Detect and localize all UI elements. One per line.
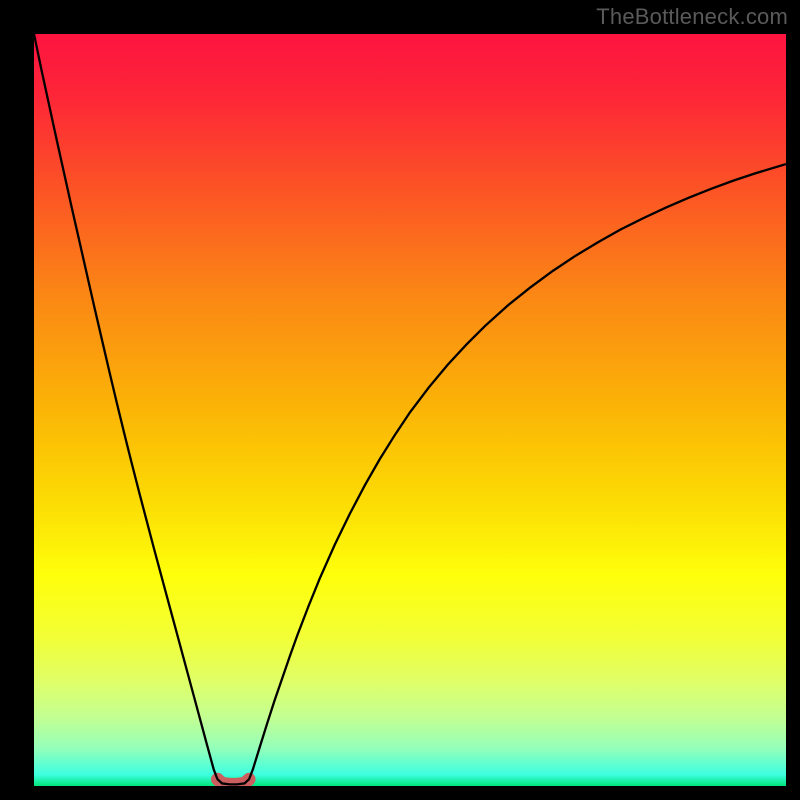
plot-area xyxy=(34,34,786,786)
bottleneck-curve xyxy=(34,34,786,786)
figure-root: TheBottleneck.com xyxy=(0,0,800,800)
frame-border xyxy=(0,0,34,800)
attribution-text: TheBottleneck.com xyxy=(596,4,788,30)
frame-border xyxy=(0,786,800,800)
frame-border xyxy=(786,0,800,800)
